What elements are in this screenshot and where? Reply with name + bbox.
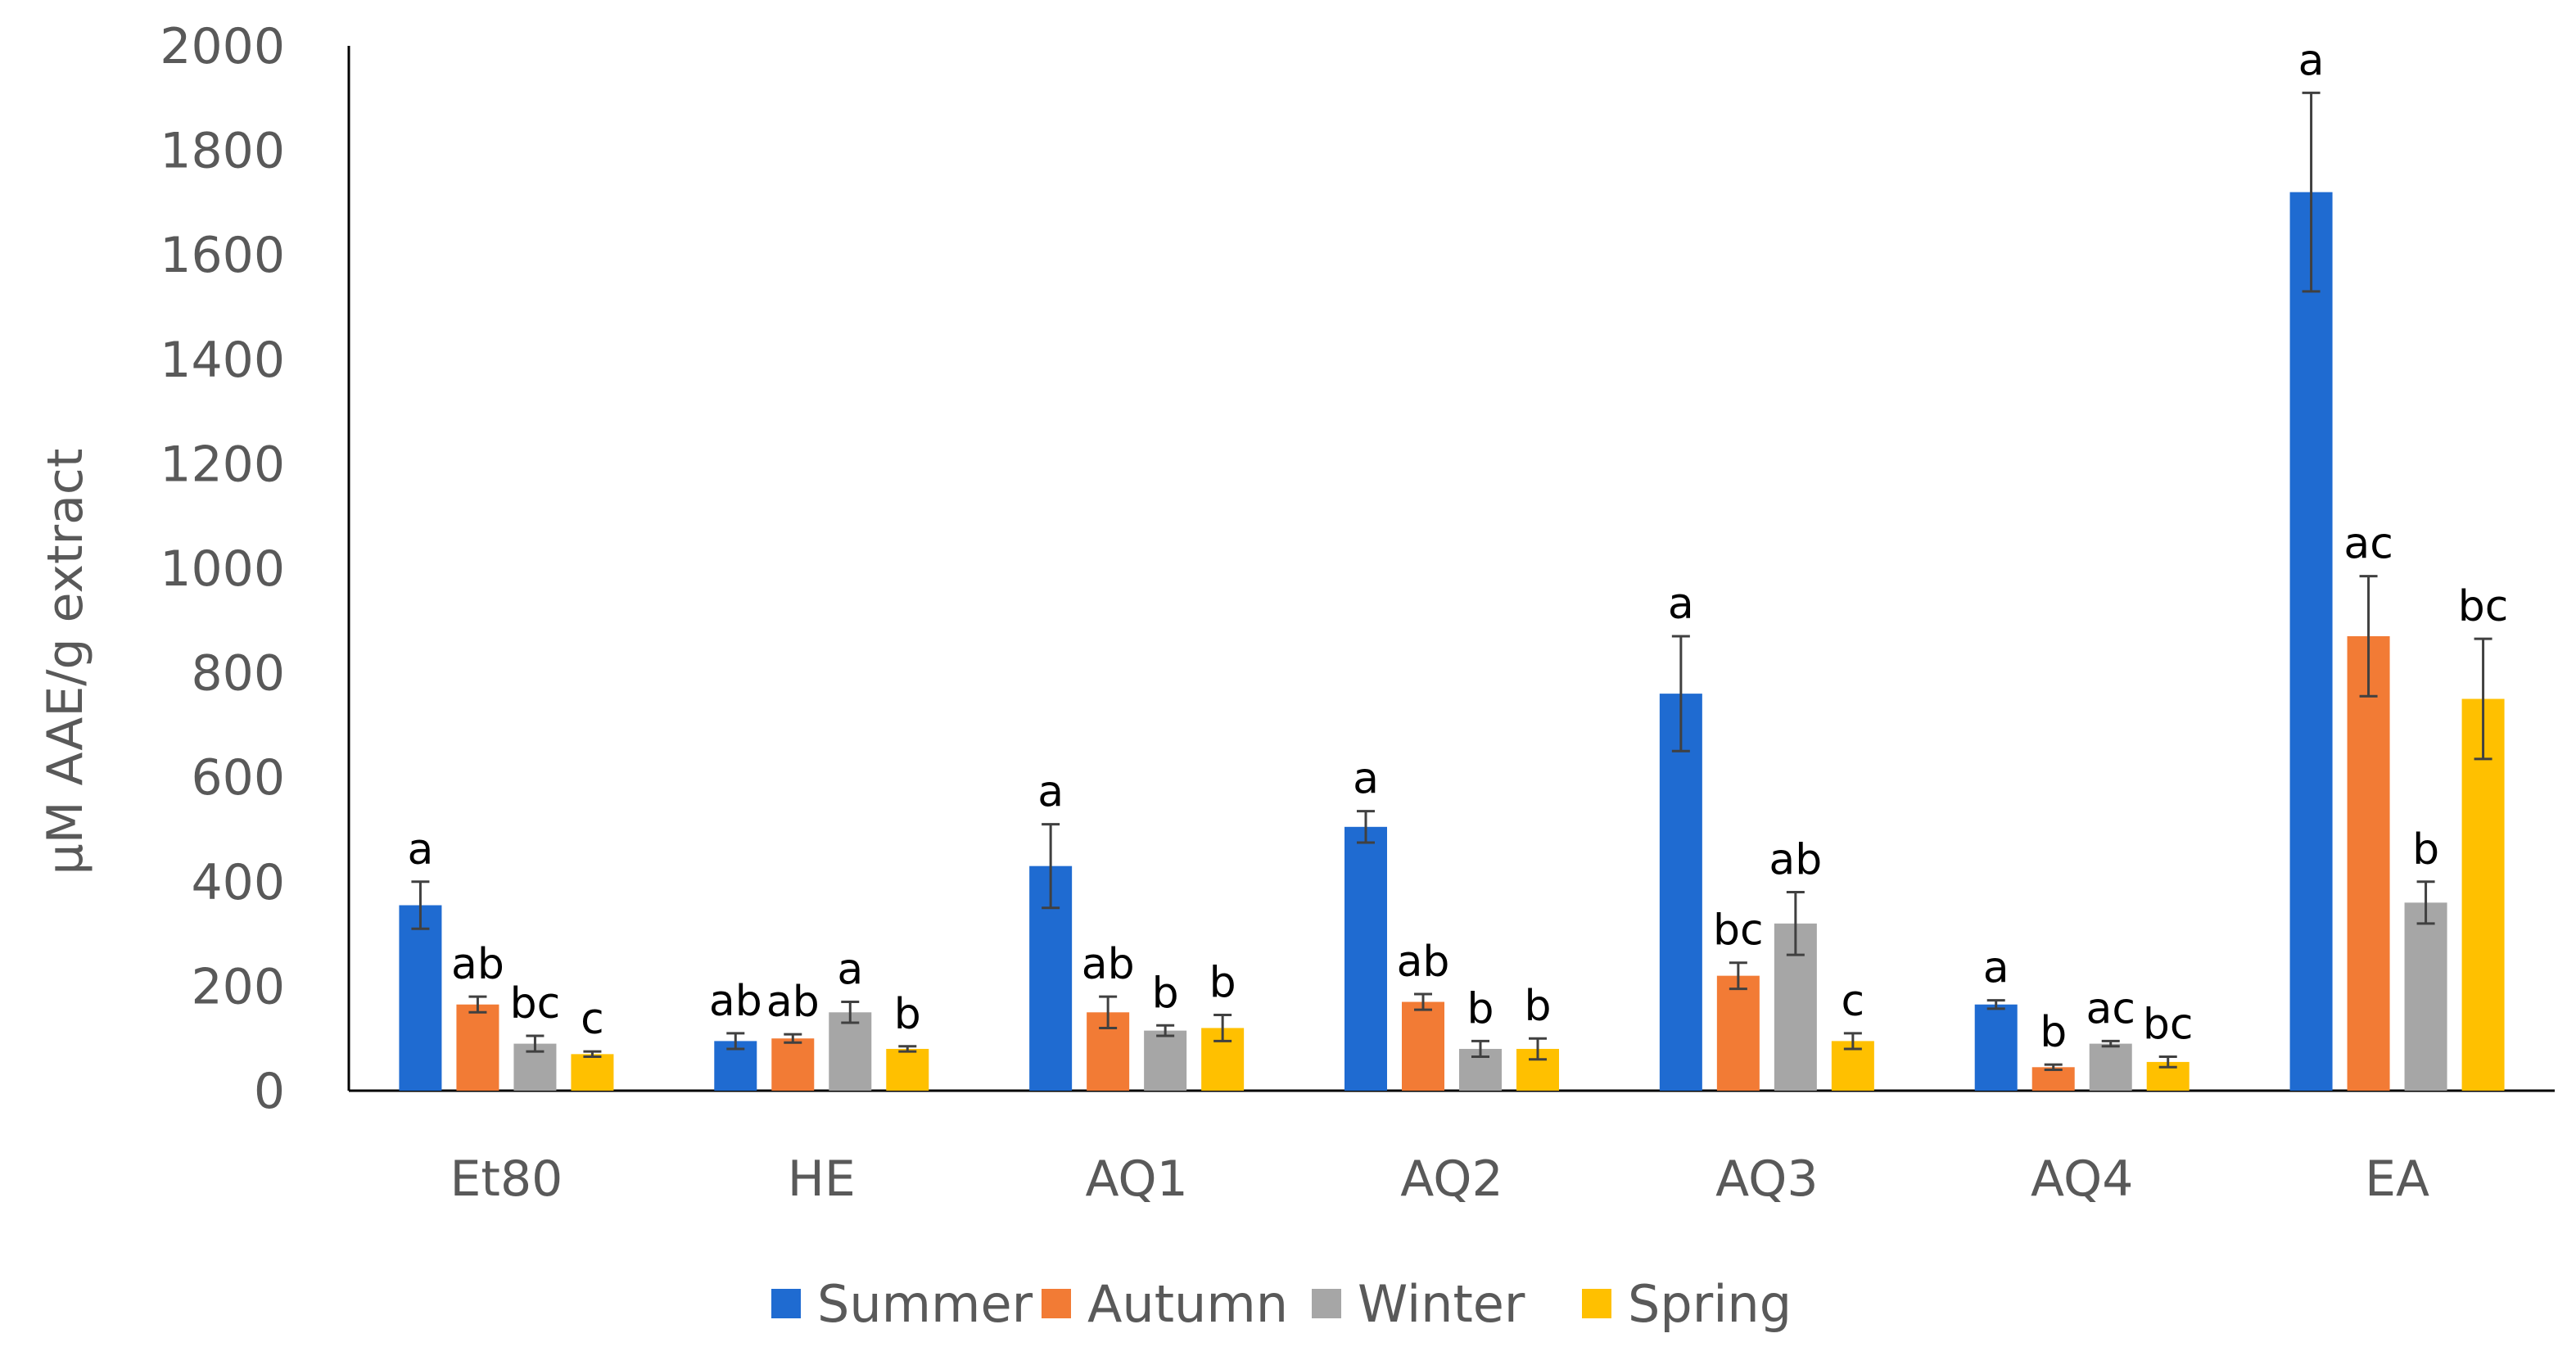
x-category-label: AQ4 [2031, 1150, 2133, 1208]
bar-spring-he [886, 1048, 929, 1091]
significance-label: ab [1769, 836, 1822, 885]
y-tick-label: 1400 [160, 332, 285, 389]
significance-label: bc [1713, 906, 1764, 956]
bar-autumn-ea [2347, 635, 2390, 1091]
significance-label: b [2412, 825, 2439, 875]
y-tick-label: 1000 [160, 540, 285, 598]
significance-label: b [1209, 958, 1236, 1007]
y-tick-label: 0 [254, 1063, 285, 1120]
significance-label: a [1983, 944, 2009, 993]
y-tick-label: 600 [191, 749, 285, 807]
bar-winter-ea [2404, 902, 2447, 1091]
significance-label: ac [2343, 520, 2393, 569]
x-category-label: AQ3 [1715, 1150, 1818, 1208]
y-tick-label: 2000 [160, 18, 285, 75]
y-tick-label: 1200 [160, 436, 285, 493]
significance-label: a [407, 825, 433, 875]
bar-summer-ea [2289, 192, 2333, 1091]
legend-swatch-winter [1312, 1289, 1341, 1318]
bar-summer-aq2 [1344, 826, 1387, 1091]
significance-label: a [2298, 36, 2325, 85]
bar-autumn-he [771, 1038, 815, 1091]
y-tick-label: 800 [191, 645, 285, 703]
y-tick-label: 400 [191, 854, 285, 911]
bar-spring-et80 [571, 1054, 614, 1091]
legend-label-summer: Summer [817, 1274, 1033, 1334]
bar-summer-aq4 [1974, 1004, 2018, 1091]
significance-label: ab [1397, 938, 1450, 987]
significance-label: ab [1082, 940, 1135, 989]
legend-swatch-autumn [1042, 1289, 1071, 1318]
bar-summer-aq3 [1659, 694, 1702, 1091]
bar-spring-ea [2461, 698, 2505, 1091]
x-category-label: Et80 [450, 1150, 563, 1208]
significance-label: b [1467, 984, 1494, 1033]
significance-label: bc [510, 979, 561, 1028]
y-tick-label: 1600 [160, 227, 285, 284]
legend-swatch-summer [771, 1289, 801, 1318]
significance-label: ab [451, 940, 504, 989]
significance-label: bc [2143, 1001, 2194, 1050]
significance-label: a [837, 946, 863, 995]
bar-winter-he [829, 1012, 872, 1091]
bar-summer-et80 [399, 905, 442, 1091]
y-tick-label: 1800 [160, 123, 285, 180]
x-category-label: AQ1 [1085, 1150, 1187, 1208]
legend-label-winter: Winter [1358, 1274, 1525, 1334]
significance-label: ab [709, 977, 762, 1026]
bar-autumn-aq2 [1402, 1001, 1444, 1091]
legend: Summer Autumn Winter Spring [771, 1274, 1792, 1334]
significance-label: b [2040, 1008, 2067, 1057]
significance-label: b [1152, 969, 1179, 1018]
x-category-label: HE [788, 1150, 856, 1208]
bar-autumn-aq3 [1716, 975, 1760, 1091]
y-tick-label: 200 [191, 958, 285, 1015]
significance-label: c [1842, 977, 1865, 1026]
x-category-label: EA [2365, 1150, 2429, 1208]
significance-label: b [894, 990, 921, 1039]
legend-label-spring: Spring [1628, 1274, 1792, 1334]
bar-winter-aq1 [1144, 1030, 1187, 1091]
significance-label: c [581, 995, 604, 1044]
bar-winter-aq4 [2089, 1043, 2132, 1091]
significance-label: bc [2458, 582, 2509, 631]
significance-label: ac [2086, 984, 2135, 1033]
bar-autumn-aq4 [2031, 1067, 2075, 1091]
significance-label: ab [766, 978, 820, 1027]
significance-label: a [1037, 768, 1064, 817]
legend-swatch-spring [1582, 1289, 1611, 1318]
x-category-label: AQ2 [1400, 1150, 1503, 1208]
significance-label: a [1353, 755, 1379, 804]
legend-label-autumn: Autumn [1087, 1274, 1288, 1334]
y-axis-title: µM AAE/g extract [37, 449, 94, 875]
significance-label: a [1668, 580, 1694, 629]
bar-autumn-et80 [456, 1004, 499, 1091]
significance-label: b [1524, 982, 1551, 1031]
